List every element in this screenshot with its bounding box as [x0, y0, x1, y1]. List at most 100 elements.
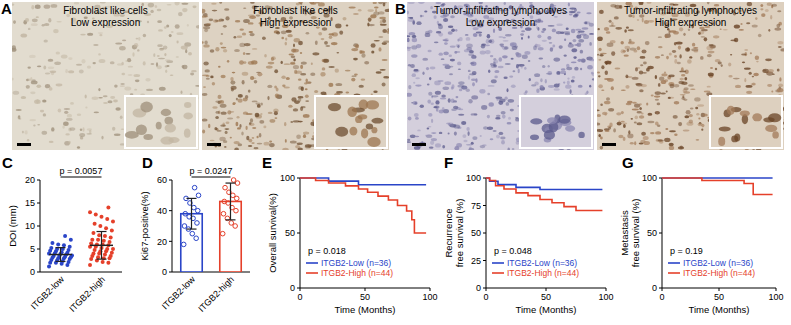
- cell: [733, 78, 740, 80]
- cell: [645, 41, 650, 45]
- inset-cell: [530, 134, 539, 140]
- cell: [753, 73, 759, 77]
- cell: [110, 61, 115, 64]
- y-tick: [659, 178, 662, 179]
- cell: [462, 134, 466, 138]
- cell: [181, 45, 188, 49]
- cell: [80, 129, 82, 131]
- cell: [696, 113, 699, 116]
- cell: [608, 108, 614, 112]
- cell: [305, 88, 308, 90]
- cell: [625, 85, 629, 89]
- cell: [267, 96, 269, 100]
- y-tick: [483, 233, 486, 234]
- cell: [479, 34, 482, 37]
- cell: [533, 46, 537, 51]
- cell: [665, 34, 671, 38]
- y-tick: [169, 272, 172, 273]
- cell: [361, 53, 365, 57]
- cell: [101, 136, 103, 140]
- cell: [51, 127, 54, 131]
- cell: [269, 143, 275, 147]
- cell: [600, 146, 603, 150]
- cell: [521, 30, 525, 32]
- cell: [182, 65, 185, 68]
- cell: [252, 101, 258, 103]
- cell: [469, 146, 472, 150]
- cell: [430, 141, 434, 145]
- cell: [220, 125, 226, 127]
- cell: [290, 141, 297, 144]
- cell: [688, 29, 690, 31]
- cell: [21, 96, 26, 99]
- y-tick: [169, 241, 172, 242]
- cell: [249, 123, 255, 126]
- cell: [463, 140, 467, 142]
- cell: [480, 51, 486, 55]
- cell: [285, 139, 287, 143]
- cell: [32, 18, 38, 22]
- cell: [42, 100, 46, 103]
- cell: [674, 84, 680, 87]
- cell: [598, 28, 600, 30]
- cell: [443, 18, 448, 22]
- cell: [343, 17, 347, 20]
- cell: [98, 53, 101, 55]
- cell: [293, 108, 298, 111]
- cell: [121, 129, 125, 131]
- cell: [548, 65, 550, 67]
- cell: [428, 126, 431, 128]
- cell: [489, 40, 493, 43]
- cell: [658, 36, 662, 38]
- cell: [578, 85, 583, 88]
- cell: [246, 113, 253, 115]
- y-tick: [483, 205, 486, 206]
- error-stem: [60, 248, 61, 262]
- cell: [407, 11, 409, 15]
- cell: [758, 34, 762, 37]
- cell: [689, 114, 693, 117]
- cell: [552, 29, 556, 33]
- cell: [571, 11, 574, 13]
- cell: [290, 63, 296, 65]
- cell: [570, 8, 577, 10]
- cell: [750, 52, 752, 54]
- cell: [607, 43, 614, 47]
- error-cap: [187, 198, 197, 199]
- cell: [499, 44, 504, 47]
- point: [102, 239, 106, 243]
- cell: [182, 8, 187, 12]
- cell: [285, 42, 287, 46]
- cell: [755, 56, 759, 60]
- point: [182, 224, 187, 229]
- cell: [82, 59, 86, 63]
- cell: [238, 143, 243, 146]
- y-tick-label: 40: [157, 206, 167, 216]
- point: [91, 252, 95, 256]
- cell: [771, 90, 773, 92]
- point: [98, 224, 102, 228]
- cell: [456, 96, 459, 98]
- point: [88, 263, 92, 267]
- legend-swatch: [668, 272, 680, 274]
- cell: [618, 135, 623, 138]
- inset-cell: [366, 124, 373, 130]
- legend-swatch: [306, 272, 318, 274]
- cell: [407, 139, 410, 142]
- cell: [615, 27, 622, 30]
- cell: [210, 140, 215, 142]
- cell: [752, 25, 758, 28]
- y-tick-label: 0: [30, 267, 35, 277]
- cell: [329, 36, 333, 40]
- cell: [451, 87, 454, 90]
- y-tick: [483, 178, 486, 179]
- cell: [424, 10, 427, 12]
- point: [50, 241, 54, 245]
- cell: [252, 137, 255, 139]
- cell: [325, 45, 330, 47]
- cell: [134, 89, 137, 91]
- x-tick: [430, 288, 431, 291]
- cell: [420, 105, 424, 109]
- cell: [159, 48, 163, 51]
- cell: [79, 69, 84, 73]
